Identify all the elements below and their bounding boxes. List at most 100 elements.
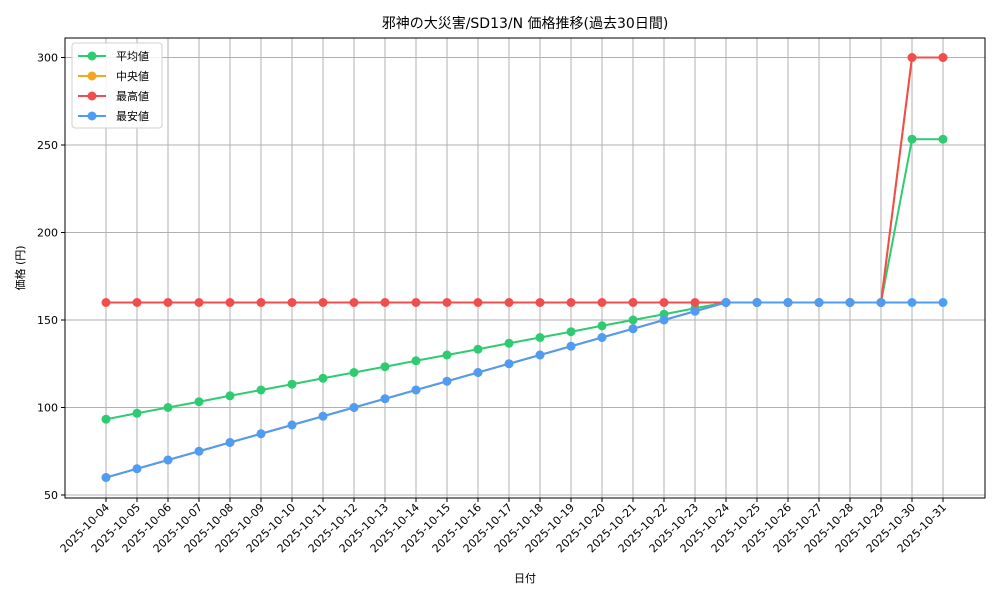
- legend-label: 中央値: [116, 70, 149, 83]
- series-line: [106, 56, 943, 304]
- data-point: [721, 298, 731, 307]
- data-point: [814, 298, 824, 307]
- data-point: [411, 356, 421, 366]
- data-point: [628, 324, 638, 334]
- data-point: [535, 333, 545, 342]
- series-3: [101, 298, 948, 482]
- series-line: [105, 301, 943, 479]
- data-point: [845, 298, 855, 307]
- y-tick-label: 250: [37, 139, 58, 152]
- chart-title: 邪神の大災害/SD13/N 価格推移(過去30日間): [382, 16, 669, 32]
- data-point: [535, 350, 545, 360]
- data-point: [938, 298, 948, 307]
- data-point: [163, 403, 173, 412]
- data-point: [163, 298, 173, 307]
- y-tick-label: 100: [37, 402, 58, 415]
- data-point: [349, 298, 359, 307]
- y-tick-label: 150: [37, 314, 58, 327]
- data-point: [380, 394, 390, 404]
- series-2: [101, 53, 948, 307]
- data-point: [194, 446, 204, 456]
- data-point: [473, 298, 483, 307]
- data-point: [225, 391, 235, 401]
- data-point: [225, 298, 235, 307]
- data-point: [380, 298, 390, 307]
- data-point: [597, 298, 607, 307]
- y-tick-label: 300: [37, 52, 58, 65]
- data-point: [442, 350, 452, 360]
- data-point: [566, 298, 576, 307]
- data-point: [256, 298, 266, 307]
- plot-frame: [64, 37, 986, 499]
- series-line: [105, 56, 943, 479]
- data-point: [318, 411, 328, 421]
- data-point: [194, 298, 204, 307]
- legend-marker-icon: [87, 111, 97, 121]
- data-point: [256, 429, 266, 439]
- data-point: [163, 455, 173, 465]
- data-point: [597, 321, 607, 331]
- data-point: [752, 298, 762, 307]
- legend-marker-icon: [87, 91, 97, 101]
- legend-marker-icon: [87, 71, 97, 81]
- data-point: [225, 438, 235, 447]
- data-point: [349, 403, 359, 412]
- series-1: [101, 53, 948, 482]
- data-point: [411, 385, 421, 395]
- data-point: [101, 473, 111, 482]
- data-point: [287, 420, 297, 430]
- data-point: [194, 397, 204, 407]
- data-point: [597, 333, 607, 342]
- data-point: [132, 408, 142, 418]
- x-axis-label: 日付: [514, 572, 536, 585]
- data-point: [907, 298, 917, 307]
- legend-item: 平均値: [78, 50, 149, 63]
- data-point: [535, 298, 545, 307]
- data-point: [380, 362, 390, 372]
- data-point: [411, 298, 421, 307]
- data-point: [256, 385, 266, 395]
- data-point: [132, 464, 142, 474]
- x-axis-ticks: 2025-10-042025-10-052025-10-062025-10-07…: [58, 498, 949, 555]
- legend-label: 最安値: [116, 109, 149, 123]
- data-point: [287, 379, 297, 389]
- y-tick-label: 50: [44, 489, 58, 502]
- y-axis-ticks: 50 100 150 200 250 300: [37, 52, 65, 502]
- data-point: [628, 298, 638, 307]
- data-point: [473, 344, 483, 354]
- data-point: [566, 327, 576, 337]
- y-axis-label: 価格 (円): [13, 245, 27, 290]
- data-point: [504, 298, 514, 307]
- legend-item: 中央値: [78, 70, 149, 83]
- y-tick-label: 200: [37, 227, 58, 240]
- data-point: [907, 53, 917, 62]
- data-point: [473, 368, 483, 377]
- data-point: [132, 298, 142, 307]
- legend-box: [71, 42, 163, 129]
- legend-item: 最高値: [78, 89, 149, 103]
- data-point: [504, 359, 514, 369]
- data-point: [287, 298, 297, 307]
- data-point: [349, 368, 359, 377]
- data-point: [442, 376, 452, 386]
- legend-label: 平均値: [116, 50, 149, 63]
- data-point: [690, 298, 700, 307]
- data-point: [876, 298, 886, 307]
- data-point: [659, 315, 669, 325]
- data-point: [628, 315, 638, 325]
- data-point: [318, 373, 328, 383]
- series-line: [105, 138, 943, 421]
- data-point: [690, 306, 700, 316]
- data-point: [101, 298, 111, 307]
- data-point: [938, 53, 948, 62]
- legend-marker-icon: [87, 51, 97, 61]
- legend-item: 最安値: [78, 109, 149, 123]
- data-point: [101, 414, 111, 424]
- legend-label: 最高値: [116, 89, 149, 103]
- data-point: [938, 134, 948, 144]
- data-point: [504, 338, 514, 348]
- data-point: [659, 298, 669, 307]
- data-point: [907, 134, 917, 144]
